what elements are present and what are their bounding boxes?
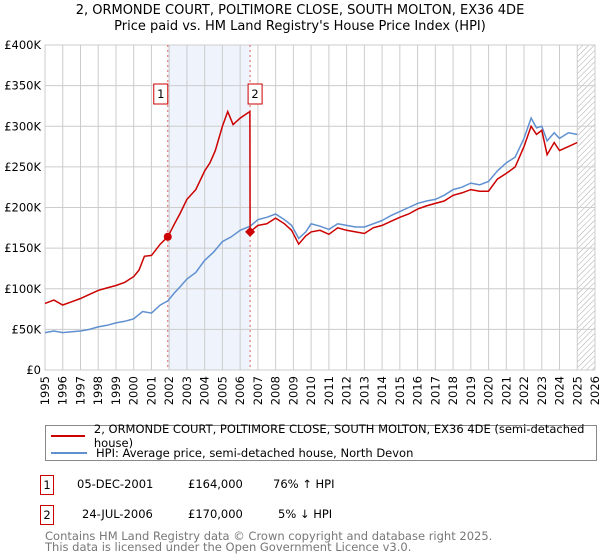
x-tick-label: 2018 <box>446 376 460 405</box>
x-tick-label: 2019 <box>464 376 478 405</box>
footer-copyright: Contains HM Land Registry data © Crown c… <box>45 529 493 543</box>
transaction-badge: 1 <box>40 475 54 495</box>
x-tick-label: 2020 <box>482 376 496 405</box>
x-tick-label: 2023 <box>535 376 549 405</box>
sale-point <box>245 226 256 237</box>
x-tick-label: 2017 <box>428 376 442 405</box>
x-tick-label: 2005 <box>215 376 229 405</box>
legend-item-property: 2, ORMONDE COURT, POLTIMORE CLOSE, SOUTH… <box>51 422 596 450</box>
transaction-badge: 2 <box>40 505 54 525</box>
hpi-line <box>44 116 578 334</box>
x-tick-label: 2007 <box>251 376 265 405</box>
plot-border <box>44 44 596 371</box>
x-tick-label: 1995 <box>38 376 52 405</box>
x-tick-label: 2008 <box>269 376 283 405</box>
transaction-price: £164,000 <box>188 477 243 491</box>
legend: 2, ORMONDE COURT, POLTIMORE CLOSE, SOUTH… <box>45 422 597 461</box>
sale-point <box>163 232 172 241</box>
chart-subtitle: Price paid vs. HM Land Registry's House … <box>114 19 486 34</box>
legend-swatch-red <box>51 435 85 437</box>
y-tick-label: £250K <box>4 160 41 174</box>
x-tick-label: 2013 <box>357 376 371 405</box>
x-tick-label: 2014 <box>375 376 389 405</box>
transaction-date: 05-DEC-2001 <box>77 477 154 491</box>
x-tick-label: 1997 <box>73 376 87 405</box>
x-tick-label: 2012 <box>340 376 354 405</box>
y-tick-label: £300K <box>4 119 41 133</box>
transaction-price: £170,000 <box>188 507 243 521</box>
sale-label-box <box>247 83 263 105</box>
x-tick-label: 2026 <box>588 376 600 405</box>
y-tick-label: £50K <box>12 322 42 336</box>
x-tick-label: 2009 <box>286 376 300 405</box>
x-tick-label: 2002 <box>162 376 176 405</box>
transaction-hpi: 76% ↑ HPI <box>273 477 335 491</box>
x-tick-label: 2025 <box>570 376 584 405</box>
footer-licence: This data is licensed under the Open Gov… <box>45 540 412 554</box>
x-tick-label: 2021 <box>499 376 513 405</box>
x-tick-label: 1996 <box>56 376 70 405</box>
x-tick-label: 2003 <box>180 376 194 405</box>
transaction-hpi: 5% ↓ HPI <box>278 507 333 521</box>
x-tick-label: 1999 <box>109 376 123 405</box>
legend-item-hpi: HPI: Average price, semi-detached house,… <box>51 445 413 461</box>
x-tick-label: 2015 <box>393 376 407 405</box>
x-tick-label: 2006 <box>233 376 247 405</box>
transaction-date: 24-JUL-2006 <box>82 507 153 521</box>
y-tick-label: £150K <box>4 241 41 255</box>
chart-title: 2, ORMONDE COURT, POLTIMORE CLOSE, SOUTH… <box>75 3 525 18</box>
x-tick-label: 2001 <box>144 376 158 405</box>
x-tick-label: 2024 <box>553 376 567 405</box>
sale-label: 1 <box>157 87 164 101</box>
y-tick-label: £100K <box>4 282 41 296</box>
footer: Contains HM Land Registry data © Crown c… <box>45 529 493 554</box>
y-tick-label: £400K <box>4 38 41 52</box>
legend-label: 2, ORMONDE COURT, POLTIMORE CLOSE, SOUTH… <box>93 422 585 450</box>
legend-swatch-blue <box>51 452 87 454</box>
sale-label: 2 <box>251 87 258 101</box>
x-tick-label: 2004 <box>198 376 212 405</box>
y-tick-label: £350K <box>4 79 41 93</box>
x-tick-label: 2011 <box>322 376 336 405</box>
sale-label-box <box>153 83 169 105</box>
y-tick-label: £0 <box>26 363 41 377</box>
y-tick-label: £200K <box>4 201 41 215</box>
property-price-line <box>44 109 578 306</box>
x-tick-label: 1998 <box>91 376 105 405</box>
legend-label: HPI: Average price, semi-detached house,… <box>96 446 414 460</box>
x-tick-label: 2022 <box>517 376 531 405</box>
x-tick-label: 2010 <box>304 376 318 405</box>
x-tick-label: 2000 <box>127 376 141 405</box>
price-chart: 1995 1996 1997 1998 1999 2000 2001 2002 2003 2004… <box>4 38 600 405</box>
x-tick-label: 2016 <box>411 376 425 405</box>
